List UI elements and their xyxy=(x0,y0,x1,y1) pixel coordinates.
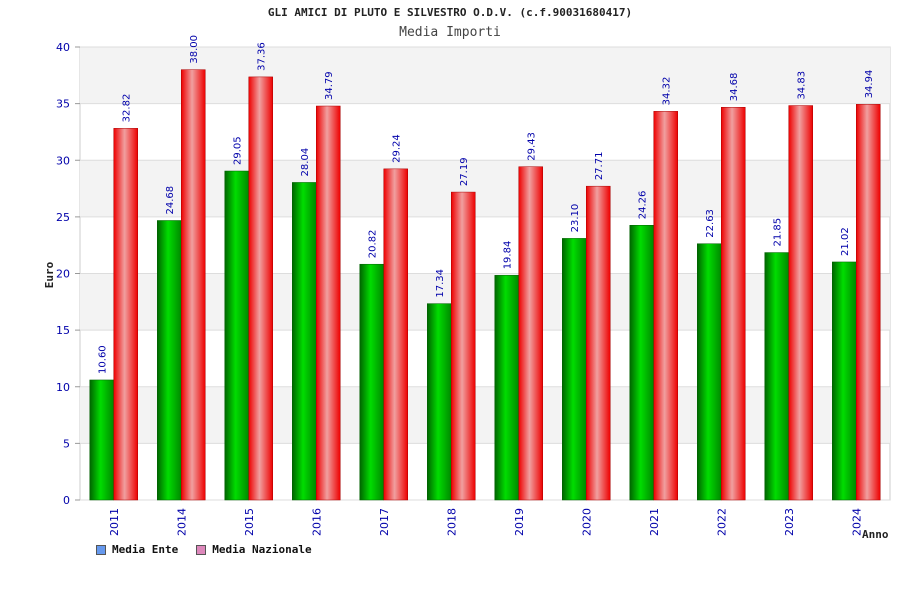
bar-media-ente-2023 xyxy=(764,252,789,501)
bar-media-ente-2019 xyxy=(494,275,519,501)
data-label: 20.82 xyxy=(368,230,379,259)
bar-media-ente-2015 xyxy=(224,170,249,501)
y-axis-label: Euro xyxy=(43,261,56,288)
bar-media-ente-2011 xyxy=(89,379,114,501)
bar-media-nazionale-2017 xyxy=(383,168,408,501)
data-label: 34.79 xyxy=(324,71,335,100)
legend-label: Media Nazionale xyxy=(212,543,312,556)
data-label: 29.05 xyxy=(233,136,244,165)
bar-media-ente-2016 xyxy=(292,182,317,501)
x-tick-label: 2014 xyxy=(175,508,188,536)
legend-swatch xyxy=(196,544,207,555)
grid-band xyxy=(80,47,890,104)
legend-label: Media Ente xyxy=(112,543,179,556)
y-tick-label: 10 xyxy=(56,381,70,394)
x-tick-label: 2016 xyxy=(310,508,323,536)
data-label: 23.10 xyxy=(570,204,581,233)
grid-band xyxy=(80,160,890,217)
x-tick-label: 2018 xyxy=(445,508,458,536)
grid-band xyxy=(80,386,890,444)
bar-media-ente-2020 xyxy=(562,238,587,501)
y-tick-label: 20 xyxy=(56,268,70,281)
legend-item-media-nazionale: Media Nazionale xyxy=(196,543,312,556)
grid-band xyxy=(80,273,890,331)
bar-media-nazionale-2016 xyxy=(316,105,341,501)
bar-media-nazionale-2020 xyxy=(586,185,611,501)
bar-media-ente-2017 xyxy=(359,263,384,501)
bar-media-ente-2022 xyxy=(697,243,722,501)
bar-media-nazionale-2019 xyxy=(518,166,543,501)
data-label: 22.63 xyxy=(705,209,716,238)
bar-media-nazionale-2018 xyxy=(451,191,476,501)
x-tick-label: 2015 xyxy=(243,508,256,536)
data-label: 34.68 xyxy=(729,73,740,102)
bar-media-nazionale-2011 xyxy=(113,128,138,501)
bar-media-nazionale-2015 xyxy=(248,76,273,501)
y-tick-label: 30 xyxy=(56,154,70,167)
bar-media-nazionale-2023 xyxy=(788,105,813,501)
x-axis-label: Anno xyxy=(862,528,889,541)
y-tick-label: 40 xyxy=(56,41,70,54)
x-tick-label: 2017 xyxy=(378,508,391,536)
chart-title: GLI AMICI DI PLUTO E SILVESTRO O.D.V. (c… xyxy=(267,6,633,19)
data-label: 29.24 xyxy=(392,134,403,163)
bar-media-nazionale-2014 xyxy=(181,69,206,501)
bar-media-nazionale-2022 xyxy=(721,106,746,501)
chart-subtitle: Media Importi xyxy=(399,25,501,40)
data-label: 32.82 xyxy=(122,94,133,123)
data-label: 24.68 xyxy=(165,186,176,215)
legend-item-media-ente: Media Ente xyxy=(96,543,178,556)
y-tick-label: 5 xyxy=(63,437,70,450)
x-tick-label: 2019 xyxy=(513,508,526,536)
x-tick-label: 2020 xyxy=(580,508,593,536)
data-label: 21.02 xyxy=(840,227,851,256)
bar-media-ente-2021 xyxy=(629,225,654,501)
bar-media-ente-2024 xyxy=(832,261,857,501)
bar-media-ente-2018 xyxy=(427,303,452,501)
data-label: 34.83 xyxy=(797,71,808,100)
x-tick-label: 2022 xyxy=(715,508,728,536)
y-tick-label: 35 xyxy=(56,98,70,111)
legend: Media Ente Media Nazionale xyxy=(96,543,312,556)
data-label: 19.84 xyxy=(503,241,514,270)
data-label: 24.26 xyxy=(638,191,649,220)
bar-media-nazionale-2021 xyxy=(653,111,678,501)
data-label: 38.00 xyxy=(189,35,200,64)
data-label: 27.71 xyxy=(594,152,605,181)
y-tick-label: 15 xyxy=(56,324,70,337)
legend-swatch xyxy=(96,544,106,555)
data-label: 27.19 xyxy=(459,157,470,186)
x-tick-label: 2023 xyxy=(783,508,796,536)
data-label: 21.85 xyxy=(773,218,784,247)
data-label: 10.60 xyxy=(98,345,109,374)
data-label: 34.32 xyxy=(662,77,673,106)
data-label: 28.04 xyxy=(300,148,311,177)
y-tick-label: 0 xyxy=(63,494,70,507)
bar-media-nazionale-2024 xyxy=(856,104,881,501)
y-tick-label: 25 xyxy=(56,211,70,224)
data-label: 29.43 xyxy=(527,132,538,161)
bar-media-ente-2014 xyxy=(157,220,182,501)
x-tick-label: 2011 xyxy=(108,508,121,536)
x-tick-label: 2021 xyxy=(648,508,661,536)
data-label: 34.94 xyxy=(864,70,875,99)
data-label: 37.36 xyxy=(257,42,268,71)
data-label: 17.34 xyxy=(435,269,446,298)
x-tick-label: 2024 xyxy=(850,508,863,536)
